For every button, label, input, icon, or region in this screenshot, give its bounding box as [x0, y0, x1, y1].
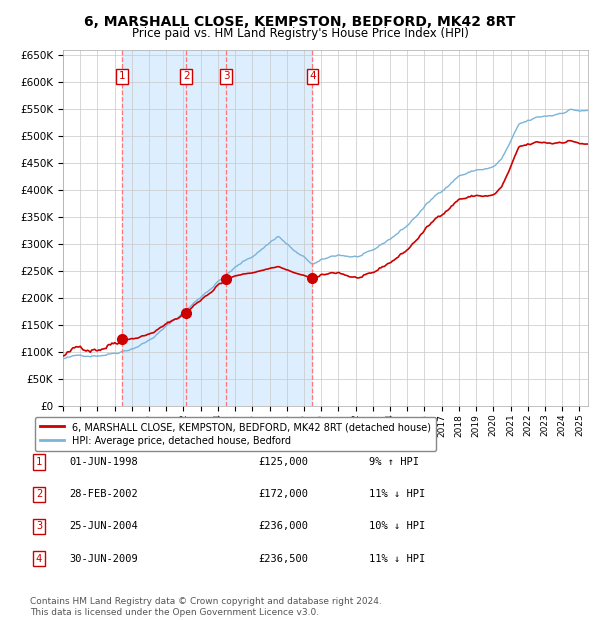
Text: 25-JUN-2004: 25-JUN-2004 [69, 521, 138, 531]
Text: 11% ↓ HPI: 11% ↓ HPI [369, 554, 425, 564]
Text: £236,000: £236,000 [258, 521, 308, 531]
Text: 1: 1 [119, 71, 125, 81]
Text: 30-JUN-2009: 30-JUN-2009 [69, 554, 138, 564]
Text: £236,500: £236,500 [258, 554, 308, 564]
Text: 4: 4 [36, 554, 42, 564]
Text: 28-FEB-2002: 28-FEB-2002 [69, 489, 138, 499]
Legend: 6, MARSHALL CLOSE, KEMPSTON, BEDFORD, MK42 8RT (detached house), HPI: Average pr: 6, MARSHALL CLOSE, KEMPSTON, BEDFORD, MK… [35, 417, 436, 451]
Text: 9% ↑ HPI: 9% ↑ HPI [369, 457, 419, 467]
Text: £125,000: £125,000 [258, 457, 308, 467]
Text: 3: 3 [223, 71, 229, 81]
Text: 11% ↓ HPI: 11% ↓ HPI [369, 489, 425, 499]
Text: 4: 4 [309, 71, 316, 81]
Text: 3: 3 [36, 521, 42, 531]
Text: Price paid vs. HM Land Registry's House Price Index (HPI): Price paid vs. HM Land Registry's House … [131, 27, 469, 40]
Text: 01-JUN-1998: 01-JUN-1998 [69, 457, 138, 467]
Text: 10% ↓ HPI: 10% ↓ HPI [369, 521, 425, 531]
Text: 2: 2 [183, 71, 190, 81]
Text: 1: 1 [36, 457, 42, 467]
Text: 2: 2 [36, 489, 42, 499]
Text: £172,000: £172,000 [258, 489, 308, 499]
Bar [122, 50, 313, 406]
Text: Contains HM Land Registry data © Crown copyright and database right 2024.
This d: Contains HM Land Registry data © Crown c… [30, 598, 382, 617]
Text: 6, MARSHALL CLOSE, KEMPSTON, BEDFORD, MK42 8RT: 6, MARSHALL CLOSE, KEMPSTON, BEDFORD, MK… [85, 16, 515, 30]
